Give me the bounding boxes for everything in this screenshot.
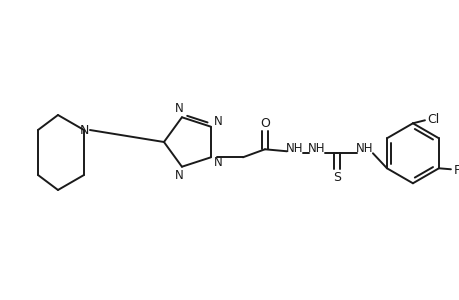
Text: F: F: [453, 164, 459, 177]
Text: N: N: [174, 102, 183, 115]
Text: Cl: Cl: [426, 113, 438, 126]
Text: N: N: [213, 115, 222, 128]
Text: O: O: [259, 117, 269, 130]
Text: N: N: [79, 124, 89, 136]
Text: NH: NH: [285, 142, 303, 155]
Text: S: S: [332, 171, 340, 184]
Text: NH: NH: [355, 142, 373, 155]
Text: N: N: [174, 169, 183, 182]
Text: NH: NH: [308, 142, 325, 155]
Text: N: N: [213, 156, 222, 169]
